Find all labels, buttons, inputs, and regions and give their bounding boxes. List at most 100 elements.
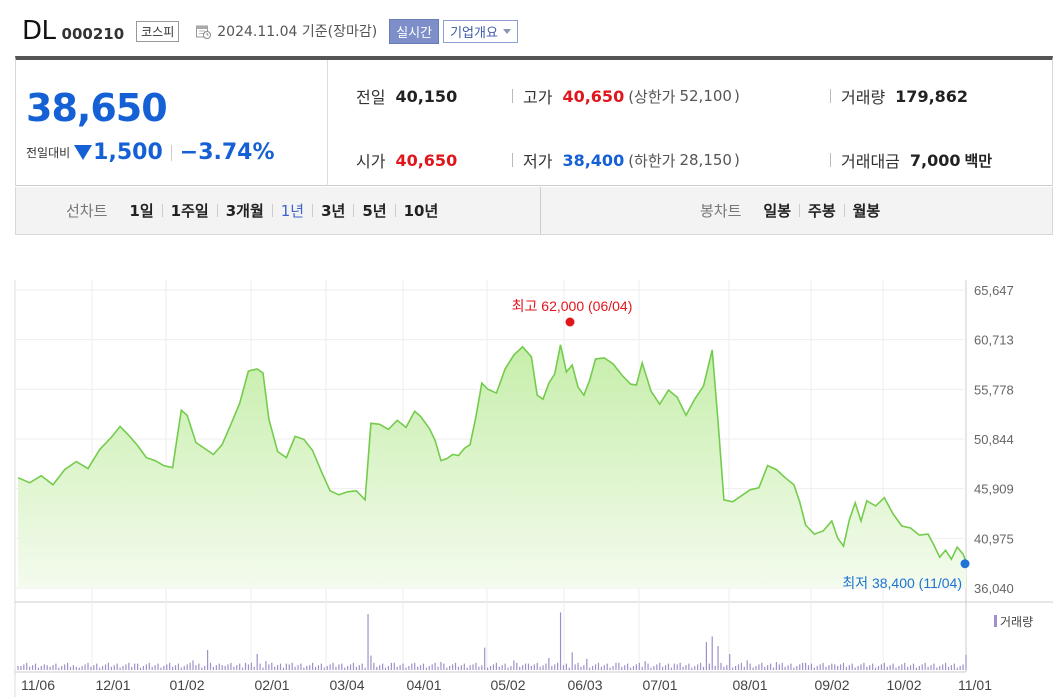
- volume-bar: [565, 663, 567, 670]
- volume-bar: [635, 664, 637, 670]
- volume-bar: [236, 665, 238, 670]
- volume-bar: [373, 662, 375, 670]
- volume-bar: [128, 662, 130, 670]
- volume-bar: [405, 667, 407, 670]
- volume-bar: [209, 662, 212, 670]
- volume-bar: [641, 666, 643, 670]
- volume-bar: [559, 612, 562, 670]
- divider: [312, 204, 314, 217]
- volume-bar: [469, 665, 471, 670]
- volume-bar: [621, 666, 623, 670]
- open-value: 40,650: [395, 150, 458, 170]
- volume-bar: [431, 664, 433, 670]
- volume-bar: [557, 662, 559, 670]
- divider: [540, 187, 541, 234]
- volume-bar: [99, 667, 101, 670]
- volume-bar: [539, 666, 541, 670]
- volume-bar: [933, 663, 935, 670]
- volume-bar: [746, 660, 748, 670]
- min-marker: [960, 559, 970, 569]
- volume-bar: [341, 663, 343, 670]
- quote-panel: 38,650 전일대비 1,500 −3.74% 전일 40,150 고가 40…: [15, 56, 1053, 186]
- volume-bar: [764, 666, 766, 670]
- divider: [353, 204, 355, 217]
- volume-bar: [43, 664, 45, 670]
- volume-bar: [944, 662, 947, 670]
- volume-bar: [831, 663, 833, 670]
- realtime-button[interactable]: 실시간: [389, 18, 440, 44]
- price-block: 38,650 전일대비 1,500 −3.74%: [16, 60, 328, 186]
- volume-bar: [174, 665, 177, 670]
- lower-limit-value: 28,150: [679, 151, 732, 169]
- volume-bar: [262, 667, 264, 670]
- volume-bar: [699, 662, 702, 670]
- volume-bar: [265, 661, 267, 670]
- volume-bar: [819, 664, 821, 670]
- volume-bar: [26, 662, 28, 670]
- volume-bar: [676, 664, 678, 670]
- volume-bar: [177, 663, 180, 670]
- volume-bars: [17, 612, 967, 670]
- volume-bar: [81, 666, 83, 670]
- tab-3m[interactable]: 3개월: [225, 202, 264, 220]
- volume-bar: [370, 655, 372, 670]
- volume-bar: [886, 666, 888, 670]
- x-tick-label: 08/01: [732, 677, 767, 693]
- volume-bar: [936, 667, 938, 670]
- volume-bar: [787, 665, 789, 670]
- tab-1w[interactable]: 1주일: [170, 202, 209, 220]
- volume-bar: [673, 663, 675, 670]
- volume-bar: [796, 666, 798, 670]
- volume-bar: [495, 662, 497, 670]
- calendar-icon: [195, 23, 212, 39]
- volume-bar: [189, 662, 191, 670]
- tab-10y[interactable]: 10년: [403, 202, 439, 220]
- volume-bar: [533, 664, 535, 670]
- volume-bar: [224, 666, 226, 670]
- volume-bar: [860, 664, 862, 670]
- tab-monthly[interactable]: 월봉: [852, 202, 881, 220]
- tab-1d[interactable]: 1일: [129, 202, 154, 220]
- volume-bar: [37, 667, 40, 670]
- volume-bar: [367, 614, 369, 670]
- volume-bar: [583, 665, 585, 670]
- tab-5y[interactable]: 5년: [362, 202, 387, 220]
- volume-bar: [723, 666, 725, 670]
- tab-daily[interactable]: 일봉: [763, 202, 792, 220]
- volume-bar: [837, 666, 839, 670]
- volume-bar: [737, 664, 740, 670]
- open: 시가 40,650: [356, 148, 457, 172]
- volume-bar: [834, 664, 836, 670]
- corp-info-dropdown[interactable]: 기업개요: [443, 19, 518, 43]
- tab-weekly[interactable]: 주봉: [808, 202, 836, 220]
- volume-bar: [720, 662, 722, 670]
- volume-bar: [921, 664, 923, 670]
- volume-bar: [338, 664, 340, 670]
- volume-bar: [17, 666, 19, 670]
- volume-bar: [522, 665, 524, 670]
- volume-bar: [303, 667, 305, 670]
- volume-bar: [122, 666, 124, 670]
- tab-1y[interactable]: 1년: [280, 202, 305, 220]
- y-tick-label: 45,909: [974, 482, 1014, 497]
- volume-bar: [615, 662, 617, 670]
- volume-bar: [160, 667, 162, 670]
- x-tick-label: 10/02: [886, 677, 921, 693]
- volume-bar: [116, 663, 118, 670]
- volume-bar: [848, 665, 850, 670]
- volume-bar: [20, 666, 22, 670]
- volume-bar: [180, 667, 182, 670]
- volume-bar: [244, 662, 247, 670]
- volume-bar: [49, 666, 51, 670]
- x-tick-label: 02/01: [254, 677, 289, 693]
- volume-bar: [113, 665, 115, 670]
- volume-bar: [466, 667, 468, 670]
- tab-3y[interactable]: 3년: [321, 202, 346, 220]
- chart-axes: 65,647 60,713 55,778 50,844 45,909 40,975 36,0…: [21, 283, 1033, 693]
- volume-bar: [807, 665, 810, 670]
- volume-bar: [901, 664, 903, 670]
- volume-bar: [131, 666, 133, 670]
- volume-bar: [134, 663, 136, 670]
- volume-bar: [481, 665, 483, 670]
- volume-bar: [125, 664, 127, 670]
